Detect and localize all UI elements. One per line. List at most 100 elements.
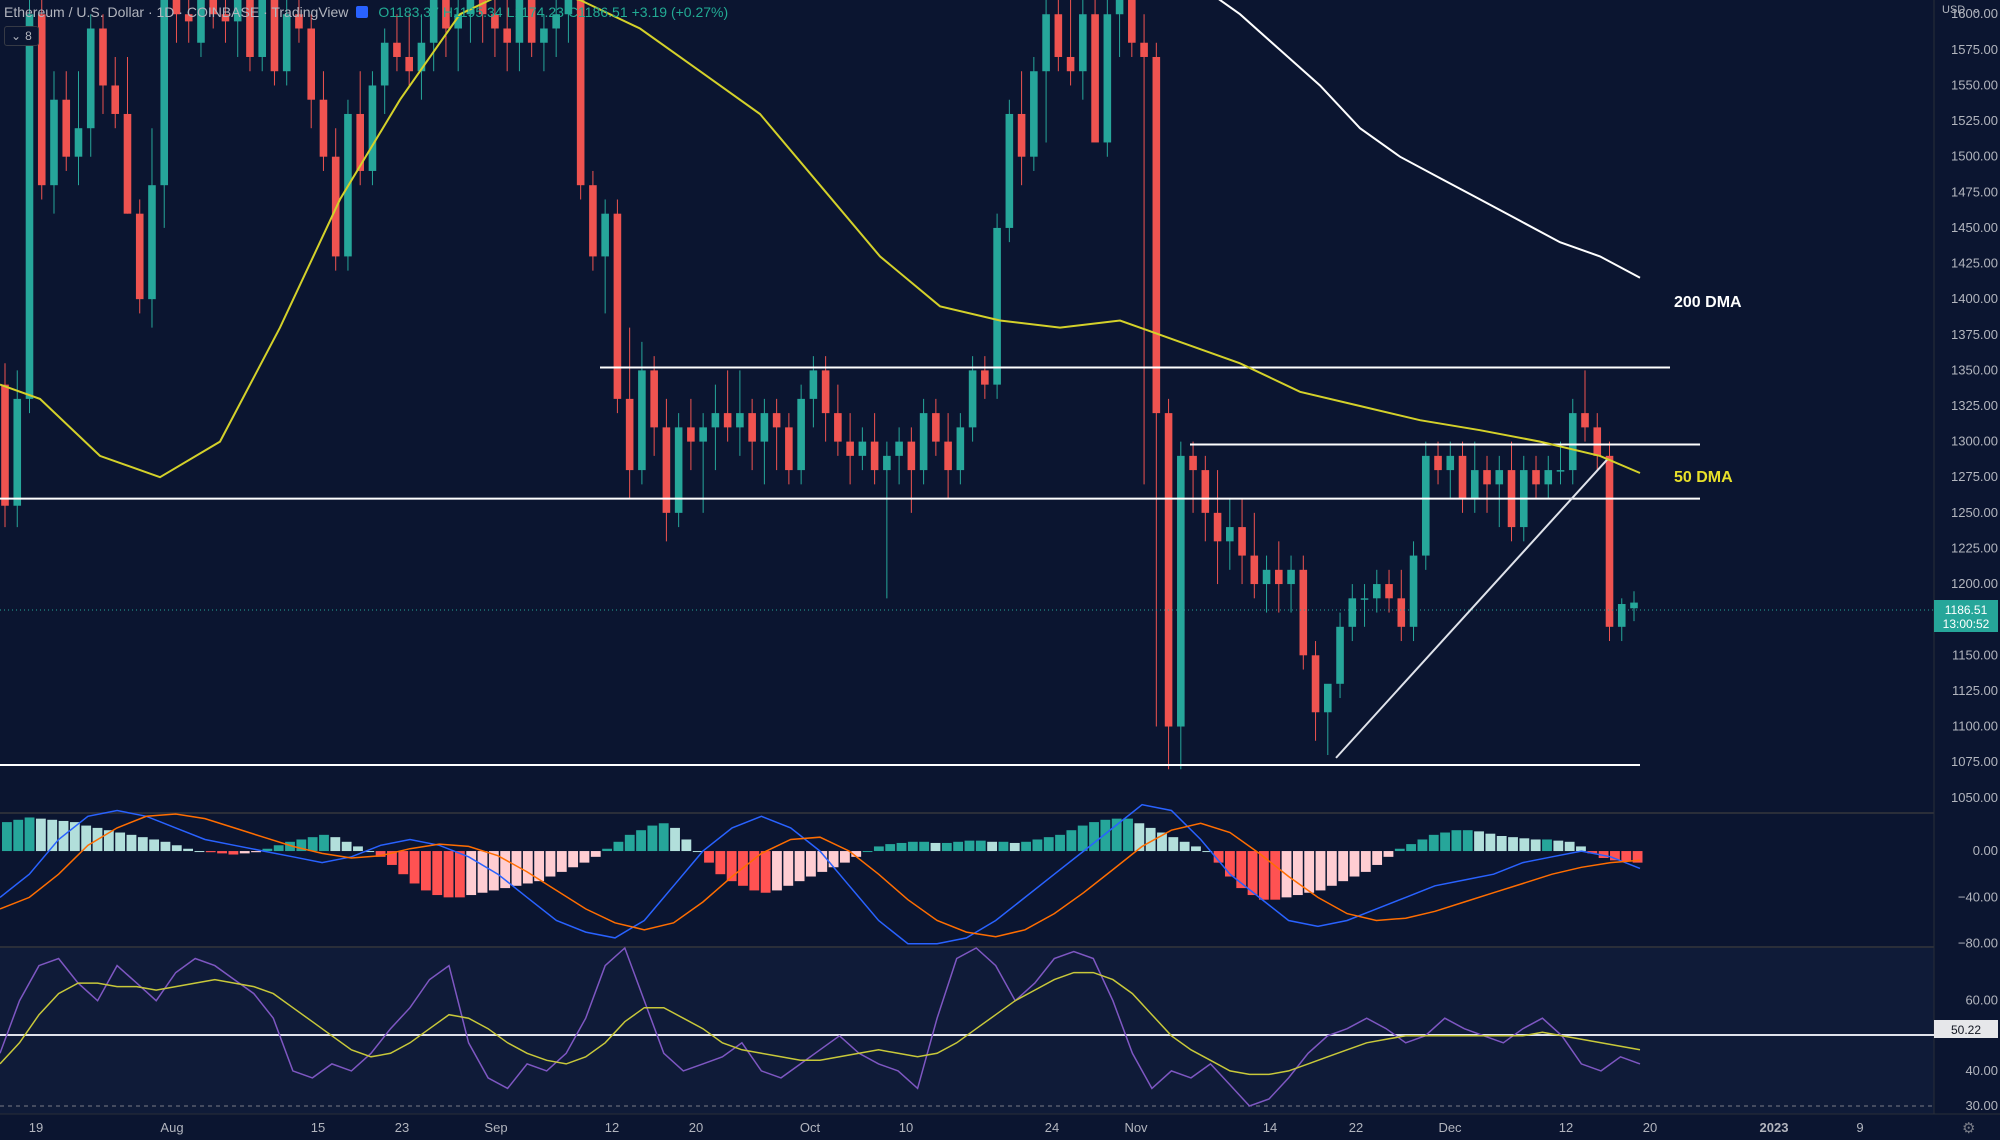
macd-histogram-bar: [839, 851, 850, 863]
macd-histogram-bar: [556, 851, 567, 872]
candle-body: [1556, 470, 1565, 472]
candle-body: [515, 0, 524, 43]
candle-body: [1140, 42, 1148, 57]
time-axis[interactable]: 19 Aug 15 23 Sep 12 20 Oct 10 24 Nov 14 22 Dec 12 20 202…: [29, 1120, 1864, 1135]
macd-histogram-bar: [171, 845, 182, 852]
candle-body: [50, 99, 58, 186]
indicators-toggle[interactable]: ⌄ 8: [4, 26, 39, 46]
time-tick-label: 10: [899, 1120, 913, 1135]
price-tick-label: 1425.00: [1951, 256, 1998, 271]
time-tick-label: 24: [1045, 1120, 1059, 1135]
price-axis[interactable]: 1600.00 1575.00 1550.00 1525.00 1500.00 1475.…: [1951, 6, 1998, 1113]
candle-body: [1581, 413, 1589, 428]
macd-histogram-bar: [285, 841, 295, 852]
rsi-pane[interactable]: [0, 948, 1934, 1114]
chevron-down-icon[interactable]: ⌄: [1972, 5, 1980, 16]
time-tick-label: Oct: [800, 1120, 821, 1135]
macd-histogram-bar: [658, 823, 669, 852]
macd-histogram-bar: [1621, 851, 1632, 862]
symbol-title[interactable]: Ethereum / U.S. Dollar · 1D · COINBASE ·…: [4, 4, 349, 20]
candle-body: [1605, 455, 1614, 627]
candle-body: [821, 370, 830, 414]
candle-body: [1324, 683, 1332, 713]
dma200-line: [1218, 0, 1641, 279]
candle-body: [1495, 470, 1504, 485]
macd-histogram-bar: [715, 851, 726, 875]
candle-body: [785, 427, 793, 471]
macd-histogram-bar: [704, 851, 714, 863]
price-tag: 1186.51 13:00:52: [1934, 600, 1998, 632]
macd-histogram-bar: [1292, 851, 1303, 896]
candle-body: [601, 213, 609, 257]
macd-histogram-bar: [160, 841, 171, 852]
candle-body: [1054, 14, 1063, 57]
candle-body: [307, 28, 315, 100]
macd-histogram-bar: [1179, 841, 1190, 852]
price-tick-label: 1500.00: [1951, 149, 1998, 164]
candle-body: [466, 0, 475, 15]
macd-histogram-bar: [1428, 834, 1439, 852]
settings-gear-icon[interactable]: ⚙: [1962, 1119, 1975, 1137]
candle-body: [1030, 71, 1038, 157]
rsi-tick-label: 40.00: [1965, 1063, 1998, 1078]
candle-body: [576, 0, 585, 186]
candle-body: [1128, 0, 1136, 43]
candle-body: [319, 99, 328, 157]
candle-body: [834, 413, 842, 442]
macd-histogram-bar: [873, 846, 884, 852]
candle-body: [662, 427, 671, 513]
candle-body: [993, 227, 1001, 385]
candle-body: [1360, 598, 1369, 600]
dma50-line: [0, 0, 1641, 479]
flag-icon[interactable]: [356, 6, 369, 18]
macd-histogram-bar: [69, 822, 80, 852]
macd-histogram-bar: [194, 851, 205, 853]
macd-histogram-bar: [341, 841, 352, 852]
macd-histogram-bar: [47, 819, 58, 852]
dma50-label: 50 DMA: [1674, 469, 1733, 486]
macd-histogram-bar: [387, 851, 397, 865]
macd-histogram-bar: [1326, 851, 1337, 886]
candle-body: [123, 113, 132, 214]
macd-histogram-bar: [511, 851, 522, 886]
price-tick-label: 1125.00: [1952, 683, 1998, 698]
macd-histogram-bar: [1111, 818, 1122, 852]
macd-histogram-bar: [35, 818, 46, 852]
macd-histogram-bar: [262, 848, 273, 852]
time-tick-label: 20: [1643, 1120, 1657, 1135]
candle-body: [1238, 527, 1246, 556]
macd-histogram-bar: [1191, 846, 1201, 852]
macd-histogram-bar: [907, 841, 918, 852]
candle-body: [1066, 56, 1075, 72]
macd-histogram-bar: [24, 817, 35, 852]
candle-body: [491, 14, 499, 29]
macd-pane[interactable]: [0, 814, 1934, 946]
macd-histogram-bar: [500, 851, 511, 889]
candle-body: [99, 28, 107, 86]
macd-histogram-bar: [1202, 851, 1213, 853]
candle-body: [1201, 470, 1210, 513]
macd-histogram-bar: [1021, 841, 1031, 852]
macd-histogram-bar: [862, 851, 873, 853]
macd-histogram-bar: [964, 840, 975, 852]
candle-body: [1287, 569, 1295, 585]
candle-body: [552, 14, 560, 29]
macd-histogram-bar: [1474, 831, 1484, 852]
candle-body: [1372, 584, 1381, 599]
currency-label[interactable]: USD: [1942, 4, 1965, 16]
macd-histogram-bar: [1089, 822, 1099, 852]
macd-histogram-bar: [1530, 839, 1541, 852]
price-tick-label: 1100.00: [1952, 719, 1998, 734]
macd-histogram-bar: [590, 851, 601, 857]
candle-body: [503, 28, 511, 43]
macd-histogram-bar: [1338, 851, 1349, 882]
time-tick-label: 23: [395, 1120, 409, 1135]
macd-histogram-bar: [692, 851, 703, 853]
candle-body: [625, 398, 634, 471]
rsi-indicator: [0, 946, 1934, 1107]
macd-histogram-bar: [1372, 851, 1383, 865]
price-pane[interactable]: [0, 0, 1934, 812]
candle-body: [380, 42, 389, 86]
price-tick-label: 1450.00: [1951, 220, 1998, 235]
